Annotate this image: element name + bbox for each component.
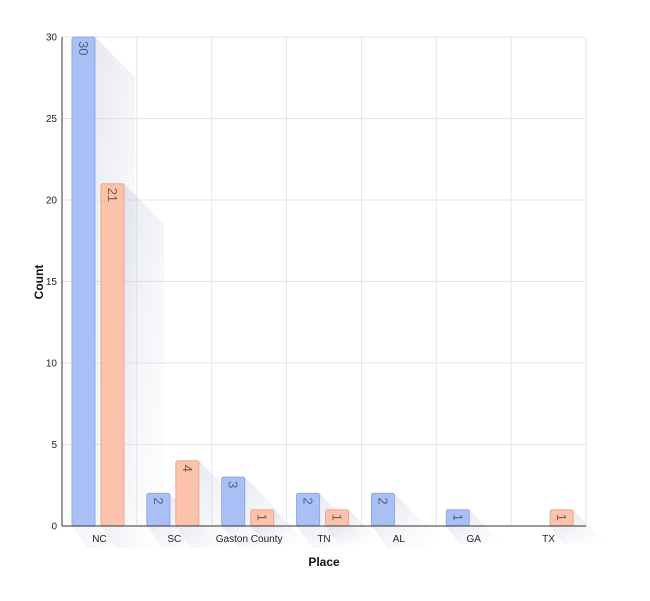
- data-label: 1: [255, 514, 270, 521]
- y-tick-label: 25: [46, 114, 58, 125]
- data-label: 2: [375, 497, 390, 504]
- x-tick-label: TN: [317, 534, 330, 545]
- bar-shadow: [371, 493, 435, 548]
- bar: [100, 183, 125, 527]
- y-tick-label: 15: [46, 277, 58, 288]
- bar-shadow: [101, 183, 164, 548]
- bar-shadow: [550, 509, 606, 544]
- x-tick-label: NC: [92, 534, 106, 545]
- x-tick-label: Gaston County: [216, 534, 283, 545]
- data-label: 1: [330, 514, 345, 521]
- x-tick-label: AL: [393, 534, 406, 545]
- y-tick-label: 0: [51, 522, 57, 533]
- y-axis-title: Count: [32, 265, 46, 300]
- y-tick-label: 10: [46, 359, 58, 370]
- bar-shadow: [325, 509, 381, 544]
- data-label: 2: [151, 497, 166, 504]
- bar: [71, 36, 96, 527]
- data-label: 2: [301, 497, 316, 504]
- x-axis-title: Place: [308, 555, 340, 569]
- y-tick-label: 30: [46, 33, 58, 44]
- data-label: 30: [76, 41, 91, 55]
- y-tick-label: 5: [51, 440, 57, 451]
- x-tick-label: GA: [466, 534, 481, 545]
- data-label: 3: [226, 481, 241, 488]
- data-label: 21: [105, 188, 120, 202]
- y-tick-label: 20: [46, 196, 58, 207]
- bar-shadow: [446, 509, 502, 544]
- data-label: 4: [180, 465, 195, 472]
- bar-shadows: [72, 37, 606, 548]
- axes: 0 5 10 15 20 25 30 NC SC Gaston County TN AL GA TX: [46, 33, 586, 545]
- data-label: 1: [450, 514, 465, 521]
- bar-shadow: [250, 509, 307, 544]
- x-tick-label: TX: [542, 534, 555, 545]
- x-tick-label: SC: [167, 534, 181, 545]
- data-label: 1: [554, 514, 569, 521]
